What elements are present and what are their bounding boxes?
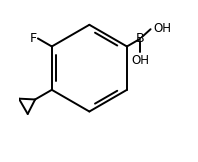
Text: B: B (136, 32, 145, 45)
Text: OH: OH (153, 22, 171, 35)
Text: OH: OH (131, 54, 149, 67)
Text: F: F (30, 32, 37, 45)
